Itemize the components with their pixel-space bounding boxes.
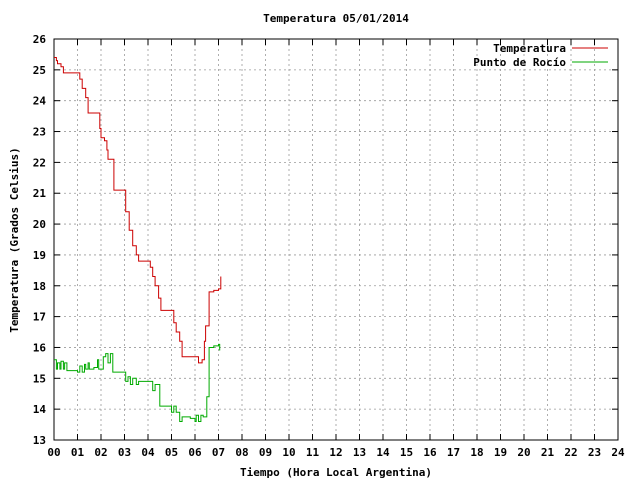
y-tick-label: 21	[33, 187, 47, 200]
x-tick-label: 07	[212, 446, 225, 459]
y-tick-label: 16	[33, 341, 47, 354]
y-tick-label: 19	[33, 249, 46, 262]
chart-title: Temperatura 05/01/2014	[263, 12, 409, 25]
x-tick-label: 20	[517, 446, 530, 459]
series-line-temperatura	[54, 57, 222, 364]
y-tick-label: 22	[33, 156, 46, 169]
x-tick-label: 00	[47, 446, 60, 459]
x-tick-label: 09	[259, 446, 272, 459]
x-tick-label: 12	[329, 446, 342, 459]
y-tick-label: 24	[33, 95, 47, 108]
x-tick-label: 16	[423, 446, 437, 459]
x-tick-label: 14	[376, 446, 390, 459]
x-tick-label: 19	[494, 446, 507, 459]
y-tick-label: 18	[33, 280, 46, 293]
series-line-punto-de-rocio	[54, 343, 221, 422]
x-tick-label: 06	[188, 446, 202, 459]
y-tick-label: 14	[33, 403, 47, 416]
x-axis-label: Tiempo (Hora Local Argentina)	[240, 466, 432, 479]
x-tick-label: 05	[165, 446, 178, 459]
x-tick-label: 17	[447, 446, 460, 459]
series	[54, 57, 222, 422]
x-tick-label: 18	[470, 446, 483, 459]
x-tick-label: 23	[588, 446, 601, 459]
y-axis-label: Temperatura (Grados Celsius)	[8, 147, 21, 332]
y-tick-label: 17	[33, 311, 46, 324]
y-tick-label: 15	[33, 372, 46, 385]
x-tick-label: 24	[611, 446, 625, 459]
y-tick-label: 23	[33, 126, 46, 139]
y-tick-label: 20	[33, 218, 46, 231]
grid	[54, 39, 618, 440]
x-tick-label: 13	[353, 446, 366, 459]
x-tick-label: 11	[306, 446, 320, 459]
x-tick-label: 03	[118, 446, 131, 459]
x-tick-label: 21	[541, 446, 555, 459]
x-tick-label: 01	[71, 446, 85, 459]
x-tick-label: 08	[235, 446, 248, 459]
x-tick-label: 15	[400, 446, 413, 459]
x-tick-label: 04	[141, 446, 155, 459]
x-tick-label: 22	[564, 446, 577, 459]
legend-label-punto-de-rocio: Punto de Rocío	[473, 56, 566, 69]
x-tick-label: 02	[94, 446, 107, 459]
axes: 00 01 02 03 04 05 06 07 08 09 10 11 12 13 14 15 16 17 18 19…	[33, 33, 625, 459]
legend-label-temperatura: Temperatura	[493, 42, 566, 55]
y-tick-label: 26	[33, 33, 47, 46]
y-tick-label: 13	[33, 434, 46, 447]
y-tick-label: 25	[33, 64, 46, 77]
x-tick-label: 10	[282, 446, 295, 459]
